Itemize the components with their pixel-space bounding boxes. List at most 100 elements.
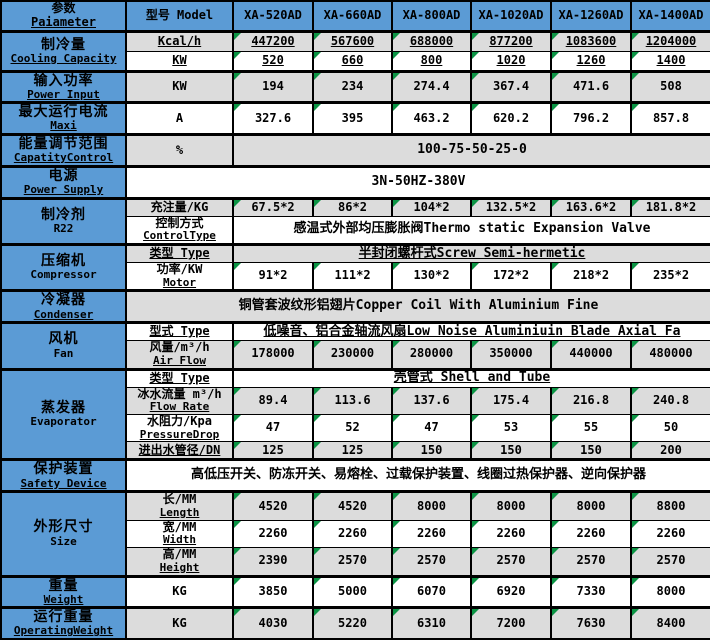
value-cell: 150	[470, 441, 552, 461]
value-cell: 8800	[630, 490, 710, 521]
value-cell: 280000	[391, 340, 472, 370]
label-en: Power Input	[27, 87, 100, 101]
value-cell: 350000	[470, 340, 552, 370]
unit-cell: KW	[125, 69, 234, 104]
label-zh: 压缩机	[41, 253, 86, 270]
value-cell: 2260	[312, 519, 393, 549]
row-operating-weight: 运行重量 OperatingWeight KG 4030 5220 6310 7…	[0, 606, 710, 640]
value-cell: 113.6	[312, 386, 393, 416]
value-cell: 796.2	[550, 101, 632, 136]
value-cell: 104*2	[391, 196, 472, 217]
label-zh: 蒸发器	[41, 400, 86, 417]
value-cell: 8000	[630, 574, 710, 609]
param-cell-compressor: 压缩机 Compressor	[0, 242, 127, 292]
row-safety-device: 保护装置 Safety Device 高低压开关、防冻开关、易熔栓、过载保护装置…	[0, 458, 710, 493]
value-cell: 130*2	[391, 261, 472, 292]
value-cell: 620.2	[470, 101, 552, 136]
value-cell: 1204000	[630, 29, 710, 52]
param-header-en: Paiameter	[30, 14, 97, 29]
unit-cell: KG	[125, 574, 234, 609]
value-cell: 800	[391, 50, 472, 72]
value-cell: 230000	[312, 340, 393, 370]
value-cell: 8000	[391, 490, 472, 521]
value-cell: 111*2	[312, 261, 393, 292]
value-cell: 2570	[312, 547, 393, 577]
value-cell: 4520	[232, 490, 314, 521]
unit-cell: 功率/KW Motor	[125, 261, 234, 292]
value-cell: 7200	[470, 606, 552, 640]
value-cell: 181.8*2	[630, 196, 710, 217]
label-en: Maxi	[50, 119, 77, 133]
row-size-length: 外形尺寸 Size 长/MM Length 4520 4520 8000 800…	[0, 490, 710, 577]
param-cell-operating-weight: 运行重量 OperatingWeight	[0, 606, 127, 640]
value-cell: 7330	[550, 574, 632, 609]
value-cell: 125	[312, 441, 393, 461]
param-cell-power-supply: 电源 Power Supply	[0, 164, 127, 199]
unit-cell: 高/MM Height	[125, 547, 234, 577]
row-evaporator-pressure-drop: 水阻力/Kpa PressureDrop 47 52 47 53 55 50	[1, 414, 710, 443]
value-cell: 274.4	[391, 69, 472, 104]
label-en: Motor	[162, 275, 197, 289]
unit-cell: 长/MM Length	[125, 490, 234, 521]
label-en: Size	[50, 534, 77, 548]
value-cell-merged: 低噪音、铝合金轴流风扇Low Noise Aluminiuin Blade Ax…	[232, 321, 710, 342]
unit-cell: 进出水管径/DN	[125, 441, 234, 461]
value-cell: 216.8	[550, 386, 632, 416]
label-en: Condenser	[33, 307, 94, 321]
value-cell: 2570	[550, 547, 632, 577]
label-en: Weight	[43, 592, 84, 606]
value-cell: 125	[232, 441, 314, 461]
label-en: Safety Device	[20, 476, 107, 490]
label-zh: 冷凝器	[41, 292, 86, 309]
unit-cell: KW	[125, 50, 234, 72]
unit-cell: Kcal/h	[125, 29, 234, 52]
label-en: Flow Rate	[149, 400, 210, 414]
value-cell: 1020	[470, 50, 552, 72]
label-en: Length	[159, 505, 200, 519]
value-cell-merged: 感温式外部均压膨胀阀Thermo static Expansion Valve	[232, 215, 710, 245]
column-header-model-5: XA-1260AD	[550, 0, 632, 32]
label-zh: 输入功率	[33, 72, 94, 89]
param-header-cell: 参数 Paiameter	[0, 0, 127, 32]
label-en: ControlType	[143, 229, 216, 243]
value-cell: 2570	[470, 547, 552, 577]
value-cell: 55	[550, 414, 632, 443]
value-cell: 8000	[470, 490, 552, 521]
label-en: Evaporator	[30, 415, 97, 429]
value-cell: 89.4	[232, 386, 314, 416]
value-cell: 194	[232, 69, 314, 104]
unit-cell: 控制方式 ControlType	[125, 215, 234, 245]
unit-cell: 类型 Type	[125, 242, 234, 263]
value-cell-merged: 壳管式 Shell and Tube	[232, 367, 710, 388]
unit-cell: KG	[125, 606, 234, 640]
value-cell: 2260	[550, 519, 632, 549]
param-cell-fan: 风机 Fan	[0, 321, 127, 370]
param-cell-condenser: 冷凝器 Condenser	[0, 289, 127, 324]
value-cell: 50	[630, 414, 710, 443]
unit-cell: 水阻力/Kpa PressureDrop	[125, 414, 234, 443]
value-cell: 218*2	[550, 261, 632, 292]
label-en: PressureDrop	[139, 427, 220, 441]
unit-cell: 宽/MM Width	[125, 519, 234, 549]
value-cell: 91*2	[232, 261, 314, 292]
value-cell: 86*2	[312, 196, 393, 217]
value-cell: 150	[391, 441, 472, 461]
label-zh: 控制方式	[155, 216, 204, 230]
value-cell: 520	[232, 50, 314, 72]
row-evaporator-pipe: 进出水管径/DN 125 125 150 150 150 200	[1, 441, 710, 461]
label-zh: 保护装置	[33, 461, 94, 478]
value-cell: 150	[550, 441, 632, 461]
value-cell: 8000	[550, 490, 632, 521]
row-capacity-control: 能量调节范围 CapatityControl % 100-75-50-25-0	[0, 133, 710, 167]
unit-cell: 风量/m³/h Air Flow	[125, 340, 234, 370]
value-cell: 395	[312, 101, 393, 136]
value-cell: 688000	[391, 29, 472, 52]
row-condenser: 冷凝器 Condenser 铜管套波纹形铝翅片Copper Coil With …	[0, 289, 710, 324]
label-en: Power Supply	[23, 182, 104, 196]
value-cell: 1260	[550, 50, 632, 72]
label-zh: 最大运行电流	[18, 104, 109, 121]
param-cell-refrigerant: 制冷剂 R22	[0, 196, 127, 245]
row-compressor-motor: 功率/KW Motor 91*2 111*2 130*2 172*2 218*2…	[1, 261, 710, 292]
row-fan-type: 风机 Fan 型式 Type 低噪音、铝合金轴流风扇Low Noise Alum…	[0, 321, 710, 370]
